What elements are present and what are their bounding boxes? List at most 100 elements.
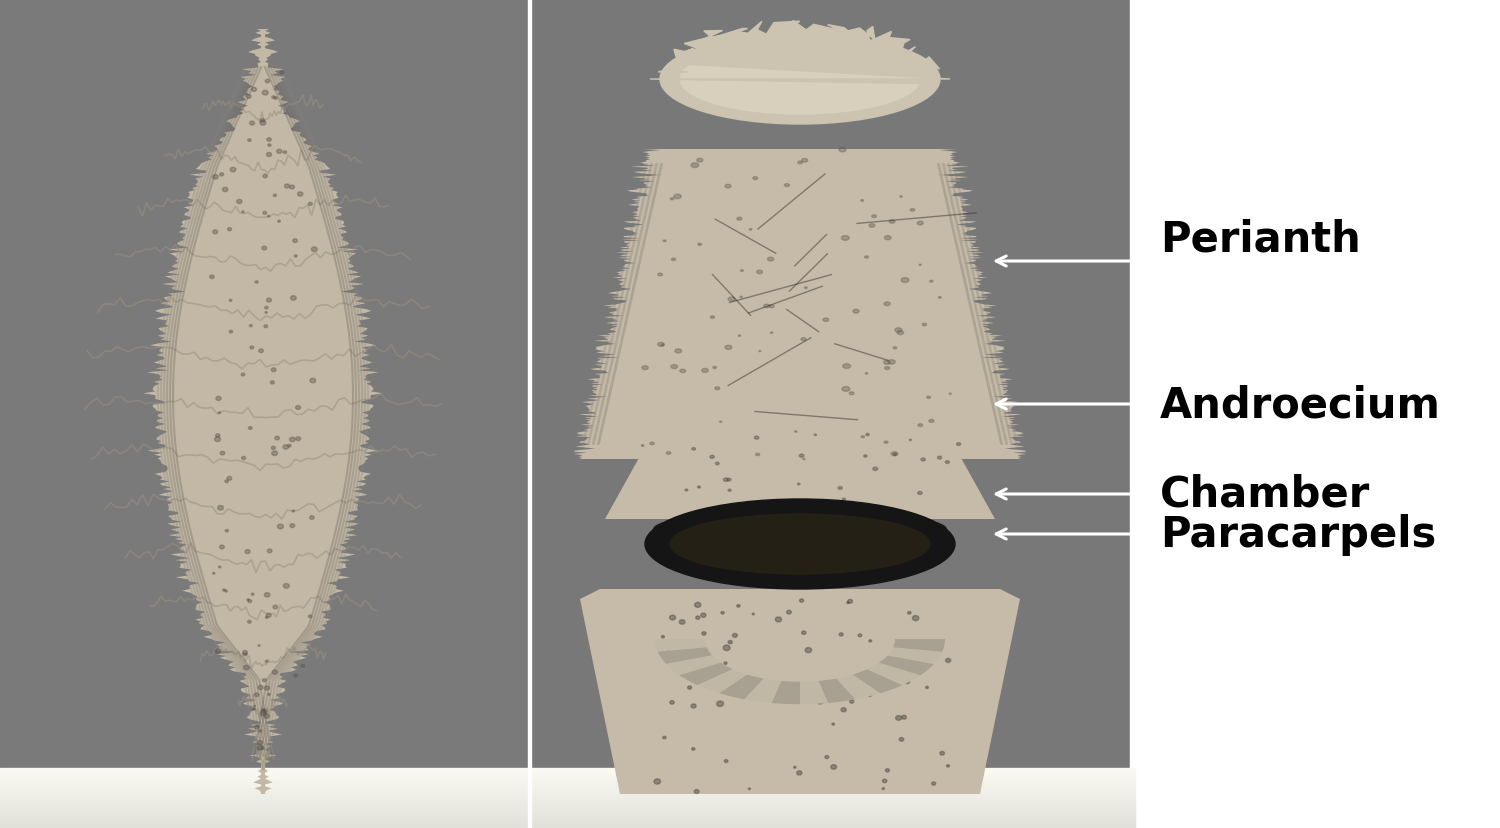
Ellipse shape (764, 503, 768, 507)
Ellipse shape (284, 584, 290, 589)
Ellipse shape (285, 185, 290, 189)
Ellipse shape (267, 299, 272, 303)
Ellipse shape (262, 710, 267, 713)
Ellipse shape (882, 787, 885, 790)
Ellipse shape (692, 704, 696, 708)
Ellipse shape (839, 633, 843, 636)
Ellipse shape (251, 347, 254, 349)
Ellipse shape (296, 437, 300, 441)
Ellipse shape (740, 297, 742, 298)
Ellipse shape (766, 509, 771, 513)
Ellipse shape (686, 489, 688, 491)
Ellipse shape (839, 487, 843, 490)
Ellipse shape (918, 424, 922, 427)
Ellipse shape (946, 765, 950, 767)
Ellipse shape (266, 661, 268, 662)
Ellipse shape (663, 736, 666, 739)
Ellipse shape (262, 679, 266, 682)
Ellipse shape (274, 89, 278, 91)
Ellipse shape (842, 388, 850, 392)
Bar (0, 802, 1136, 803)
Ellipse shape (711, 316, 714, 319)
Ellipse shape (302, 664, 304, 667)
Polygon shape (680, 663, 734, 686)
Ellipse shape (660, 35, 940, 125)
Bar (0, 791, 1136, 792)
Ellipse shape (796, 771, 802, 775)
Ellipse shape (216, 434, 220, 438)
Ellipse shape (702, 632, 706, 635)
Bar (0, 774, 1136, 775)
Bar (0, 773, 1136, 774)
Ellipse shape (932, 782, 936, 785)
Ellipse shape (267, 216, 270, 218)
Ellipse shape (297, 193, 303, 197)
Bar (0, 815, 1136, 816)
Ellipse shape (273, 671, 278, 674)
Ellipse shape (663, 241, 666, 243)
Ellipse shape (888, 360, 896, 364)
Ellipse shape (856, 511, 859, 513)
Ellipse shape (264, 593, 270, 597)
Bar (0, 820, 1136, 821)
Ellipse shape (753, 177, 758, 181)
Bar (0, 771, 1136, 772)
Ellipse shape (310, 378, 315, 383)
Ellipse shape (930, 281, 933, 283)
Bar (0, 781, 1136, 782)
Ellipse shape (260, 119, 264, 123)
Ellipse shape (216, 649, 220, 653)
Polygon shape (698, 669, 747, 693)
Ellipse shape (849, 392, 853, 395)
Polygon shape (892, 639, 945, 652)
Ellipse shape (891, 452, 898, 456)
Ellipse shape (262, 709, 264, 711)
Bar (0, 801, 1136, 802)
Bar (0, 788, 1136, 789)
Ellipse shape (294, 256, 297, 258)
Text: Androecium: Androecium (1160, 383, 1442, 426)
Ellipse shape (645, 499, 956, 590)
Ellipse shape (728, 489, 730, 492)
Text: Paracarpels: Paracarpels (1160, 513, 1437, 556)
Ellipse shape (768, 258, 774, 262)
Ellipse shape (260, 747, 264, 750)
Ellipse shape (248, 620, 250, 623)
Ellipse shape (728, 479, 730, 482)
Ellipse shape (280, 72, 284, 75)
Ellipse shape (902, 715, 906, 720)
Ellipse shape (724, 346, 732, 350)
Ellipse shape (938, 456, 942, 460)
Ellipse shape (292, 510, 294, 513)
Ellipse shape (248, 140, 250, 142)
Ellipse shape (225, 480, 228, 483)
Ellipse shape (292, 239, 297, 243)
Ellipse shape (246, 95, 250, 99)
Ellipse shape (945, 658, 951, 662)
Polygon shape (142, 30, 382, 794)
Ellipse shape (736, 604, 740, 608)
Ellipse shape (896, 329, 902, 333)
Ellipse shape (213, 176, 219, 180)
Ellipse shape (800, 599, 804, 603)
Ellipse shape (309, 516, 314, 520)
Ellipse shape (267, 153, 272, 157)
Bar (0, 797, 1136, 798)
Ellipse shape (700, 614, 706, 618)
Ellipse shape (262, 175, 267, 179)
Ellipse shape (650, 443, 654, 445)
Ellipse shape (687, 686, 692, 689)
Ellipse shape (824, 319, 830, 322)
Ellipse shape (264, 686, 270, 691)
Ellipse shape (800, 455, 804, 458)
Ellipse shape (853, 310, 859, 314)
Ellipse shape (258, 645, 260, 647)
Ellipse shape (230, 300, 232, 302)
Ellipse shape (268, 145, 272, 147)
Bar (0, 811, 1136, 812)
Ellipse shape (242, 373, 244, 377)
Ellipse shape (864, 257, 868, 259)
Ellipse shape (262, 212, 267, 215)
Ellipse shape (219, 412, 220, 414)
Ellipse shape (736, 218, 742, 221)
